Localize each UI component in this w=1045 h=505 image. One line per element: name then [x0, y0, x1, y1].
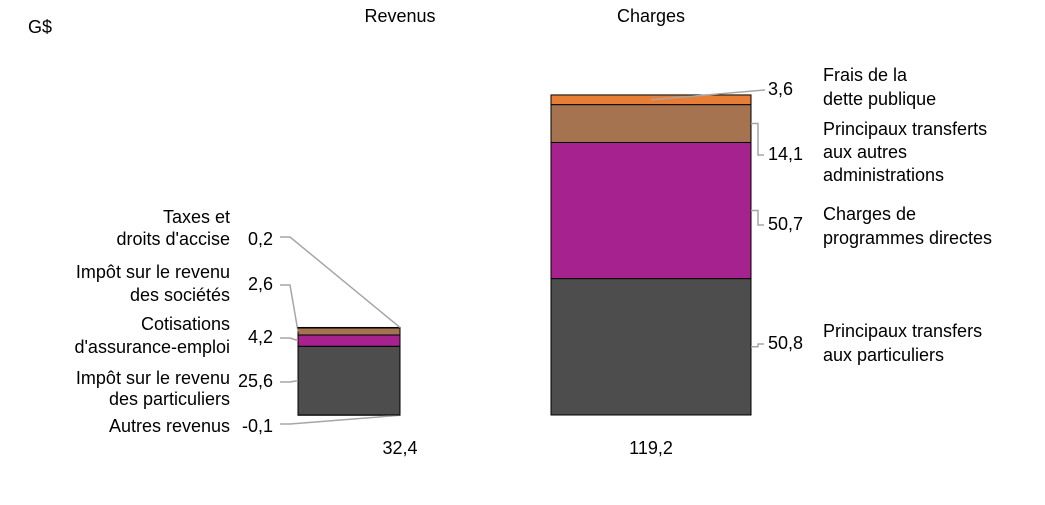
leader-line — [280, 379, 299, 383]
segment-name: Impôt sur le revenu — [76, 262, 230, 282]
leader-line — [280, 337, 299, 342]
leader-line — [751, 209, 764, 226]
segment-name: d'assurance-emploi — [74, 337, 230, 357]
value-label: 4,2 — [248, 327, 273, 347]
bar-segment — [297, 326, 401, 329]
value-label: 50,8 — [768, 333, 803, 353]
value-label: 2,6 — [248, 274, 273, 294]
value-label: 3,6 — [768, 79, 793, 99]
leader-line — [280, 414, 401, 425]
segment-name: Autres revenus — [109, 416, 230, 436]
segment-name: Cotisations — [141, 314, 230, 334]
segment-name: aux autres — [823, 142, 907, 162]
bar-segment — [297, 334, 401, 347]
segment-name: administrations — [823, 165, 944, 185]
total-label: 119,2 — [629, 438, 673, 458]
bar-segment — [297, 327, 401, 336]
segment-name: aux particuliers — [823, 345, 944, 365]
segment-name: Principaux transfers — [823, 321, 982, 341]
segment-name: droits d'accise — [117, 229, 230, 249]
leader-line — [650, 89, 766, 101]
segment-name: Principaux transferts — [823, 119, 987, 139]
segment-name: Frais de la — [823, 65, 908, 85]
segment-name: programmes directes — [823, 228, 992, 248]
bar-segment — [550, 141, 752, 280]
leader-line — [280, 284, 299, 332]
segment-name: Taxes et — [163, 207, 230, 227]
leader-line — [751, 343, 764, 348]
leader-line — [751, 122, 764, 156]
category-label: Revenus — [364, 6, 435, 26]
total-label: 32,4 — [382, 438, 417, 458]
bar-segment — [550, 104, 752, 143]
segment-name: dette publique — [823, 89, 936, 109]
segment-name: des particuliers — [109, 389, 230, 409]
segment-name: des sociétés — [130, 285, 230, 305]
segment-name: Charges de — [823, 204, 916, 224]
leader-line — [280, 236, 401, 329]
value-label: 0,2 — [248, 229, 273, 249]
value-label: 50,7 — [768, 214, 803, 234]
value-label: -0,1 — [242, 416, 273, 436]
segment-name: Impôt sur le revenu — [76, 368, 230, 388]
value-label: 14,1 — [768, 144, 803, 164]
bar-segment — [550, 278, 752, 416]
category-label: Charges — [617, 6, 685, 26]
value-label: 25,6 — [238, 371, 273, 391]
bar-segment — [297, 345, 401, 416]
unit-label: G$ — [28, 17, 52, 37]
